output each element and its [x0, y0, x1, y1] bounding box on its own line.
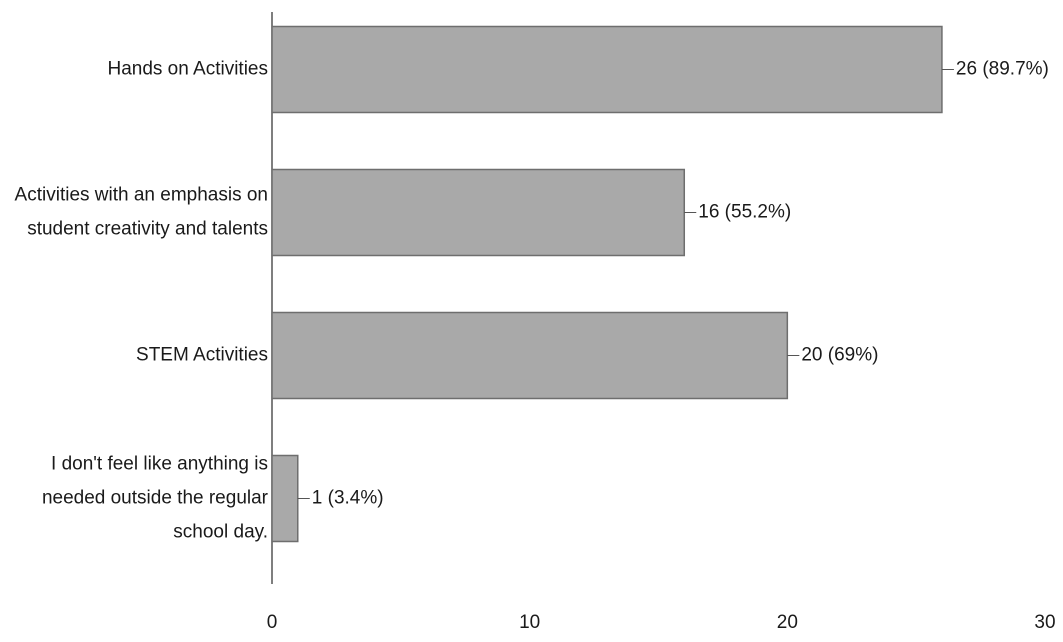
category-label-0-0: Hands on Activities: [107, 59, 268, 80]
category-label-3-0: I don't feel like anything is: [51, 454, 268, 475]
category-labels-group: Hands on Activities Activities with an em…: [15, 59, 269, 543]
x-tick-label-1: 10: [519, 612, 540, 633]
x-tick-label-0: 0: [267, 612, 278, 633]
category-label-2-0: STEM Activities: [136, 345, 268, 366]
category-label-3-1: needed outside the regular: [42, 488, 269, 509]
bars-group: [271, 25, 943, 543]
data-label-0: 26 (89.7%): [956, 59, 1049, 80]
bar-0: [271, 25, 943, 114]
bar-3: [271, 454, 299, 543]
category-label-3-2: school day.: [173, 522, 268, 543]
category-label-1-1: student creativity and talents: [27, 219, 268, 240]
x-tick-label-3: 30: [1034, 612, 1055, 633]
x-tick-label-2: 20: [777, 612, 798, 633]
x-tick-labels-group: 0 10 20 30: [267, 612, 1056, 633]
plot-area: Hands on Activities Activities with an em…: [15, 12, 1056, 633]
category-label-1-0: Activities with an emphasis on: [15, 185, 268, 206]
data-label-1: 16 (55.2%): [698, 202, 791, 223]
data-labels-group: 26 (89.7%) 16 (55.2%) 20 (69%) 1 (3.4%): [297, 59, 1049, 509]
data-label-3: 1 (3.4%): [312, 488, 384, 509]
data-label-2: 20 (69%): [801, 345, 878, 366]
bar-1: [271, 168, 686, 257]
bar-2: [271, 311, 789, 400]
